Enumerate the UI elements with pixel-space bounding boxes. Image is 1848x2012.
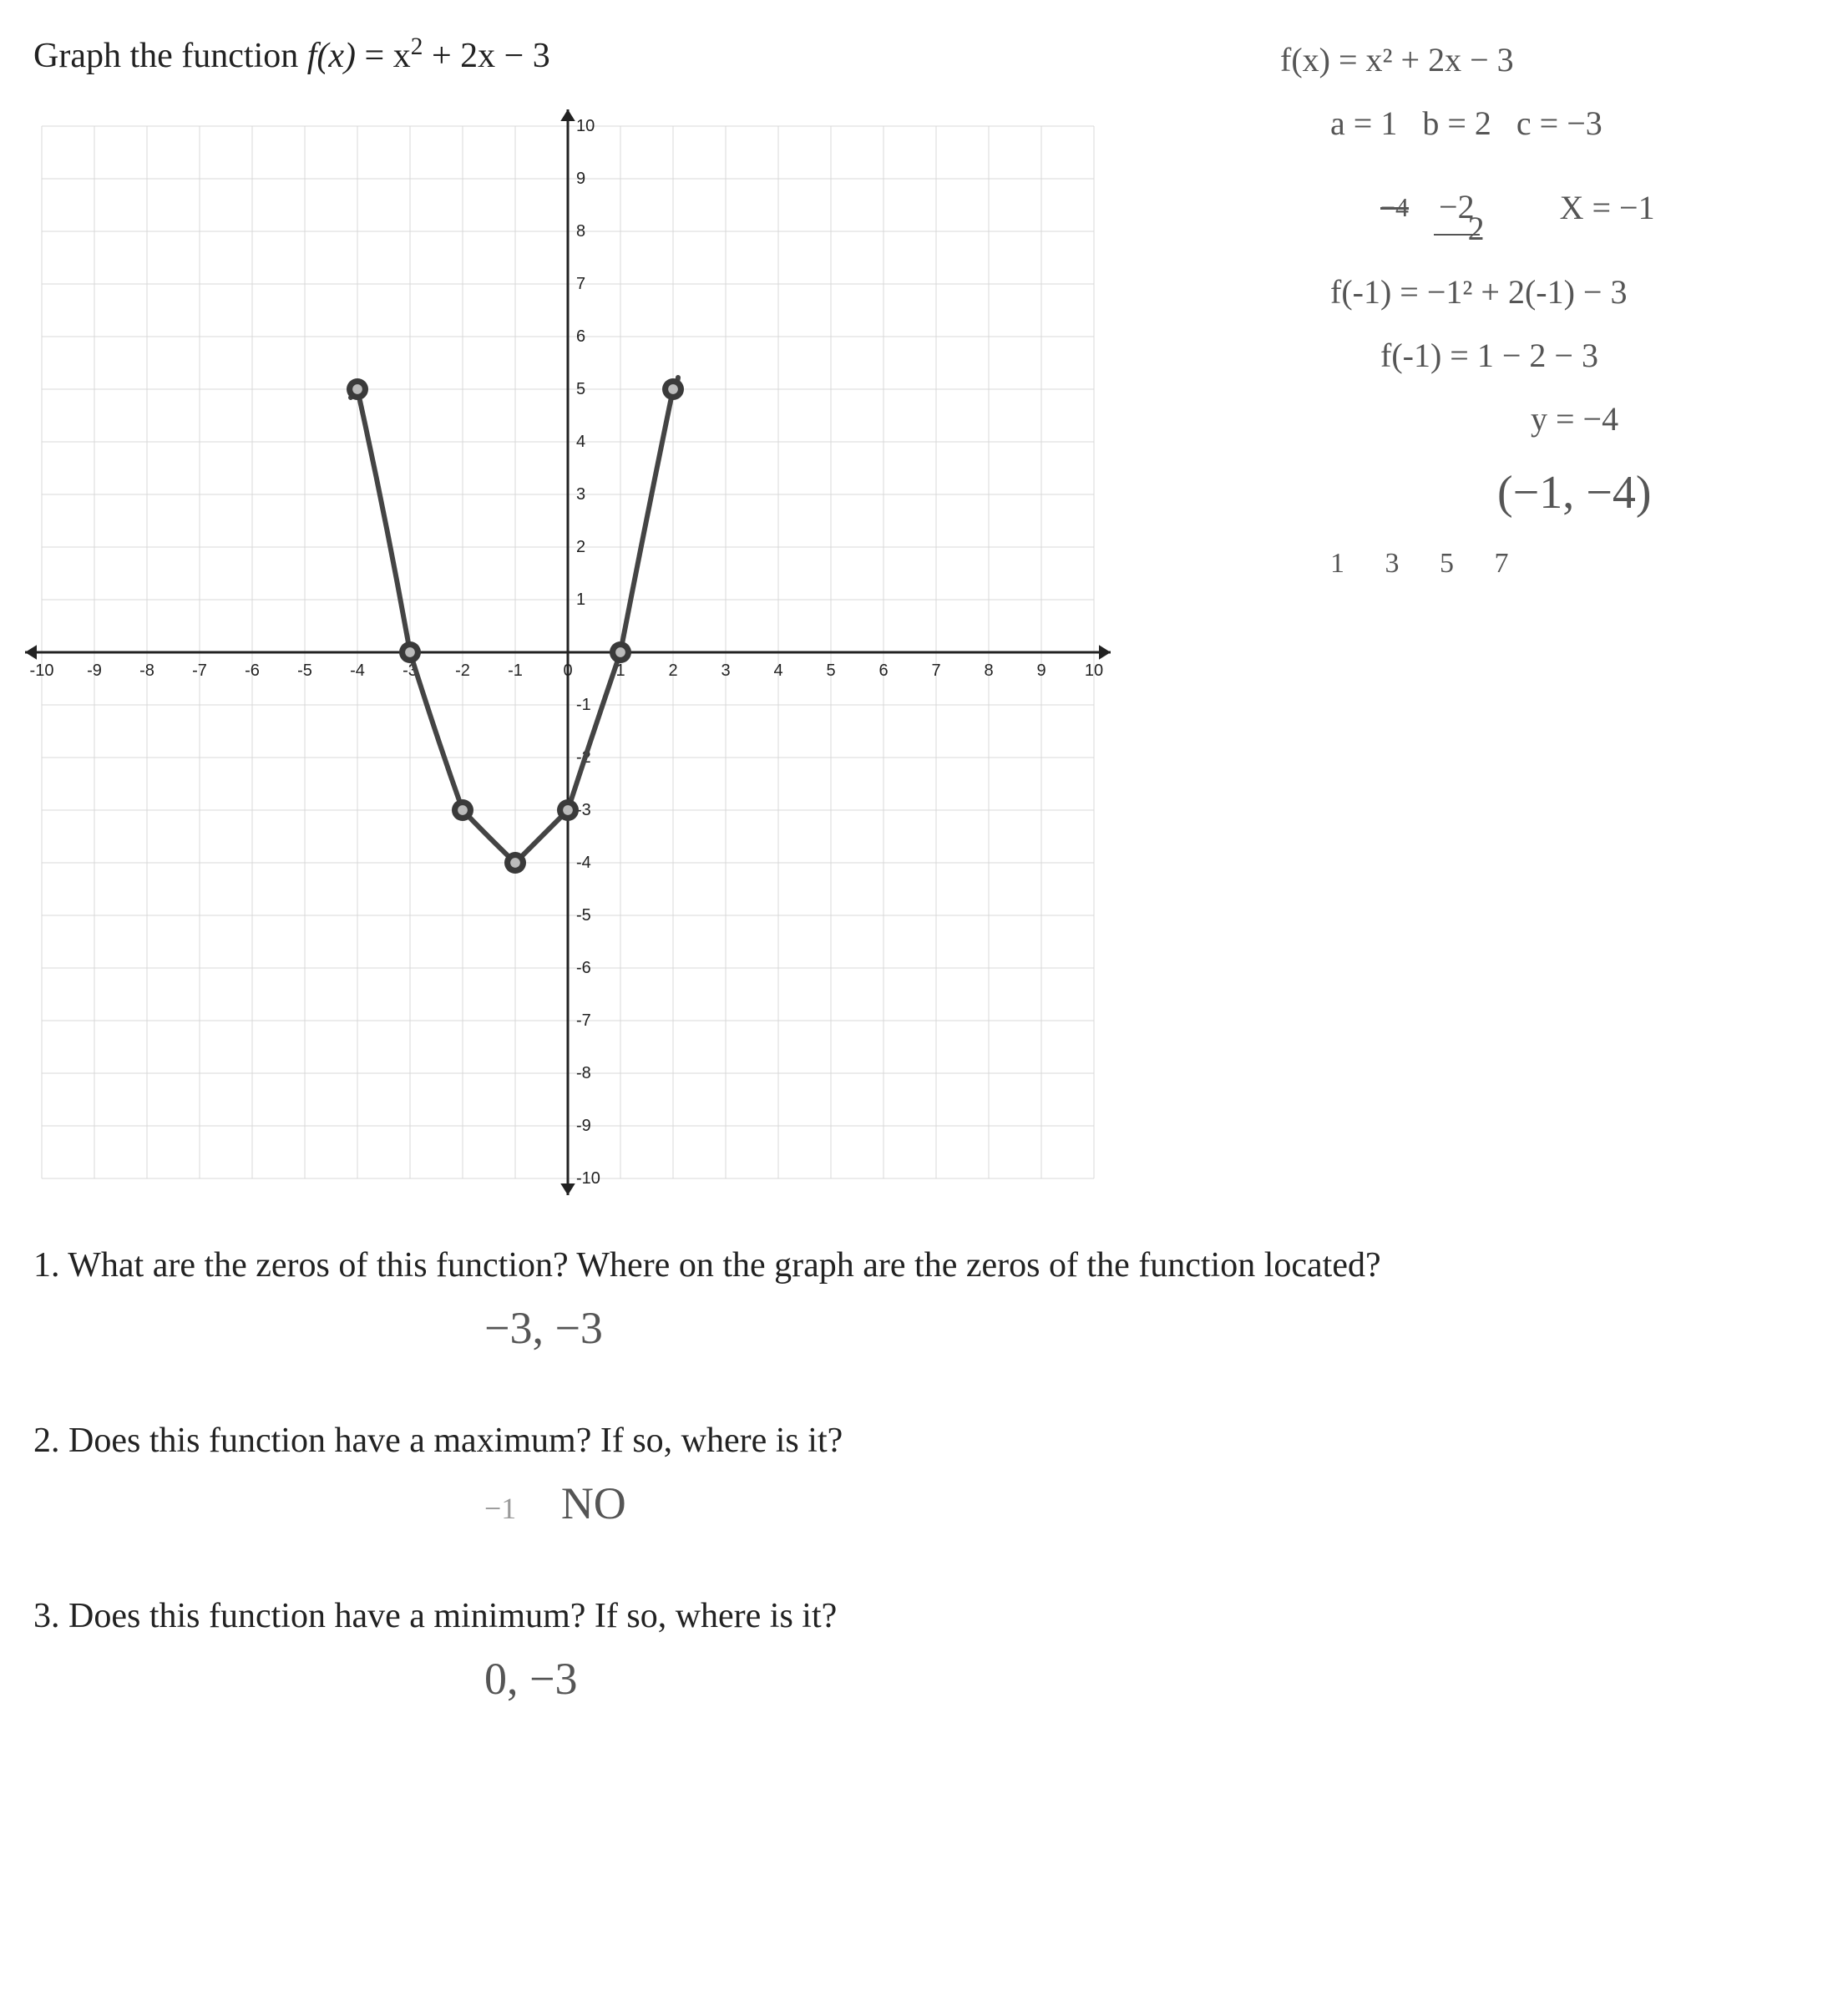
note-fx: f(x) = x² + 2x − 3 [1280,33,1815,87]
worksheet-page: Graph the function f(x) = x2 + 2x − 3 f(… [33,33,1815,1705]
note-frac-bot: 2 [1468,202,1485,256]
question-1: 1. What are the zeros of this function? … [33,1245,1537,1354]
svg-text:9: 9 [1036,661,1046,680]
prompt-lead: Graph the function [33,37,307,75]
note-f1a: f(-1) = −1² + 2(-1) − 3 [1280,266,1815,319]
svg-text:3: 3 [576,485,585,504]
question-3: 3. Does this function have a minimum? If… [33,1596,1537,1705]
svg-text:-2: -2 [455,661,470,680]
svg-text:4: 4 [773,661,782,680]
svg-text:-10: -10 [576,1169,600,1188]
note-seq: 1 3 5 7 [1280,541,1815,586]
svg-text:9: 9 [576,170,585,188]
prompt-fx-lhs: f(x) [307,37,356,75]
note-a: a = 1 [1330,97,1397,150]
svg-text:-1: -1 [508,661,523,680]
coordinate-graph: -10-9-8-7-6-5-4-3-2-1012345678910-10-9-8… [17,101,1152,1204]
q2-text: 2. Does this function have a maximum? If… [33,1421,1537,1461]
svg-text:6: 6 [576,327,585,346]
q3-text: 3. Does this function have a minimum? If… [33,1596,1537,1636]
svg-text:-8: -8 [139,661,154,680]
svg-text:4: 4 [576,433,585,451]
q3-answer: 0, −3 [33,1653,1537,1705]
svg-text:2: 2 [576,538,585,556]
question-2: 2. Does this function have a maximum? If… [33,1421,1537,1529]
svg-text:7: 7 [576,275,585,293]
svg-text:10: 10 [1085,661,1103,680]
handwritten-notes: f(x) = x² + 2x − 3 a = 1 b = 2 c = −3 −4… [1280,33,1815,596]
svg-text:-10: -10 [30,661,54,680]
svg-text:10: 10 [576,117,595,135]
note-frac-strike: −4 [1380,186,1409,229]
prompt-fx-sup: 2 [411,33,423,60]
note-b: b = 2 [1422,97,1491,150]
q1-answer: −3, −3 [33,1302,1537,1354]
svg-text:-5: -5 [297,661,312,680]
note-c: c = −3 [1516,97,1602,150]
q2-answer-main: NO [561,1478,626,1528]
note-vertex: (−1, −4) [1280,456,1815,531]
questions-block: 1. What are the zeros of this function? … [33,1245,1537,1705]
svg-text:8: 8 [984,661,993,680]
note-f1b: f(-1) = 1 − 2 − 3 [1280,329,1815,383]
q2-answer: −1 NO [33,1477,1537,1529]
svg-text:3: 3 [721,661,730,680]
svg-text:6: 6 [878,661,888,680]
graph-svg: -10-9-8-7-6-5-4-3-2-1012345678910-10-9-8… [17,101,1119,1204]
prompt-fx-tail: + 2x − 3 [423,37,549,75]
svg-text:5: 5 [826,661,835,680]
svg-text:-4: -4 [350,661,365,680]
svg-text:5: 5 [576,380,585,398]
svg-text:-8: -8 [576,1064,591,1082]
svg-text:0: 0 [563,661,572,680]
svg-text:7: 7 [931,661,940,680]
svg-text:-4: -4 [576,854,591,872]
svg-text:-6: -6 [576,959,591,977]
note-y-eq: y = −4 [1280,393,1815,446]
svg-text:-9: -9 [576,1117,591,1135]
svg-text:-7: -7 [192,661,207,680]
svg-text:-7: -7 [576,1011,591,1030]
q1-text: 1. What are the zeros of this function? … [33,1245,1537,1285]
svg-text:2: 2 [668,661,677,680]
svg-text:-1: -1 [576,696,591,714]
svg-text:-5: -5 [576,906,591,925]
svg-text:8: 8 [576,222,585,241]
svg-text:-6: -6 [245,661,260,680]
svg-text:-9: -9 [87,661,102,680]
svg-text:1: 1 [576,590,585,609]
q2-answer-small: −1 [484,1492,516,1525]
note-x-eq: X = −1 [1560,181,1655,235]
prompt-fx-rhs: = x [365,37,411,75]
